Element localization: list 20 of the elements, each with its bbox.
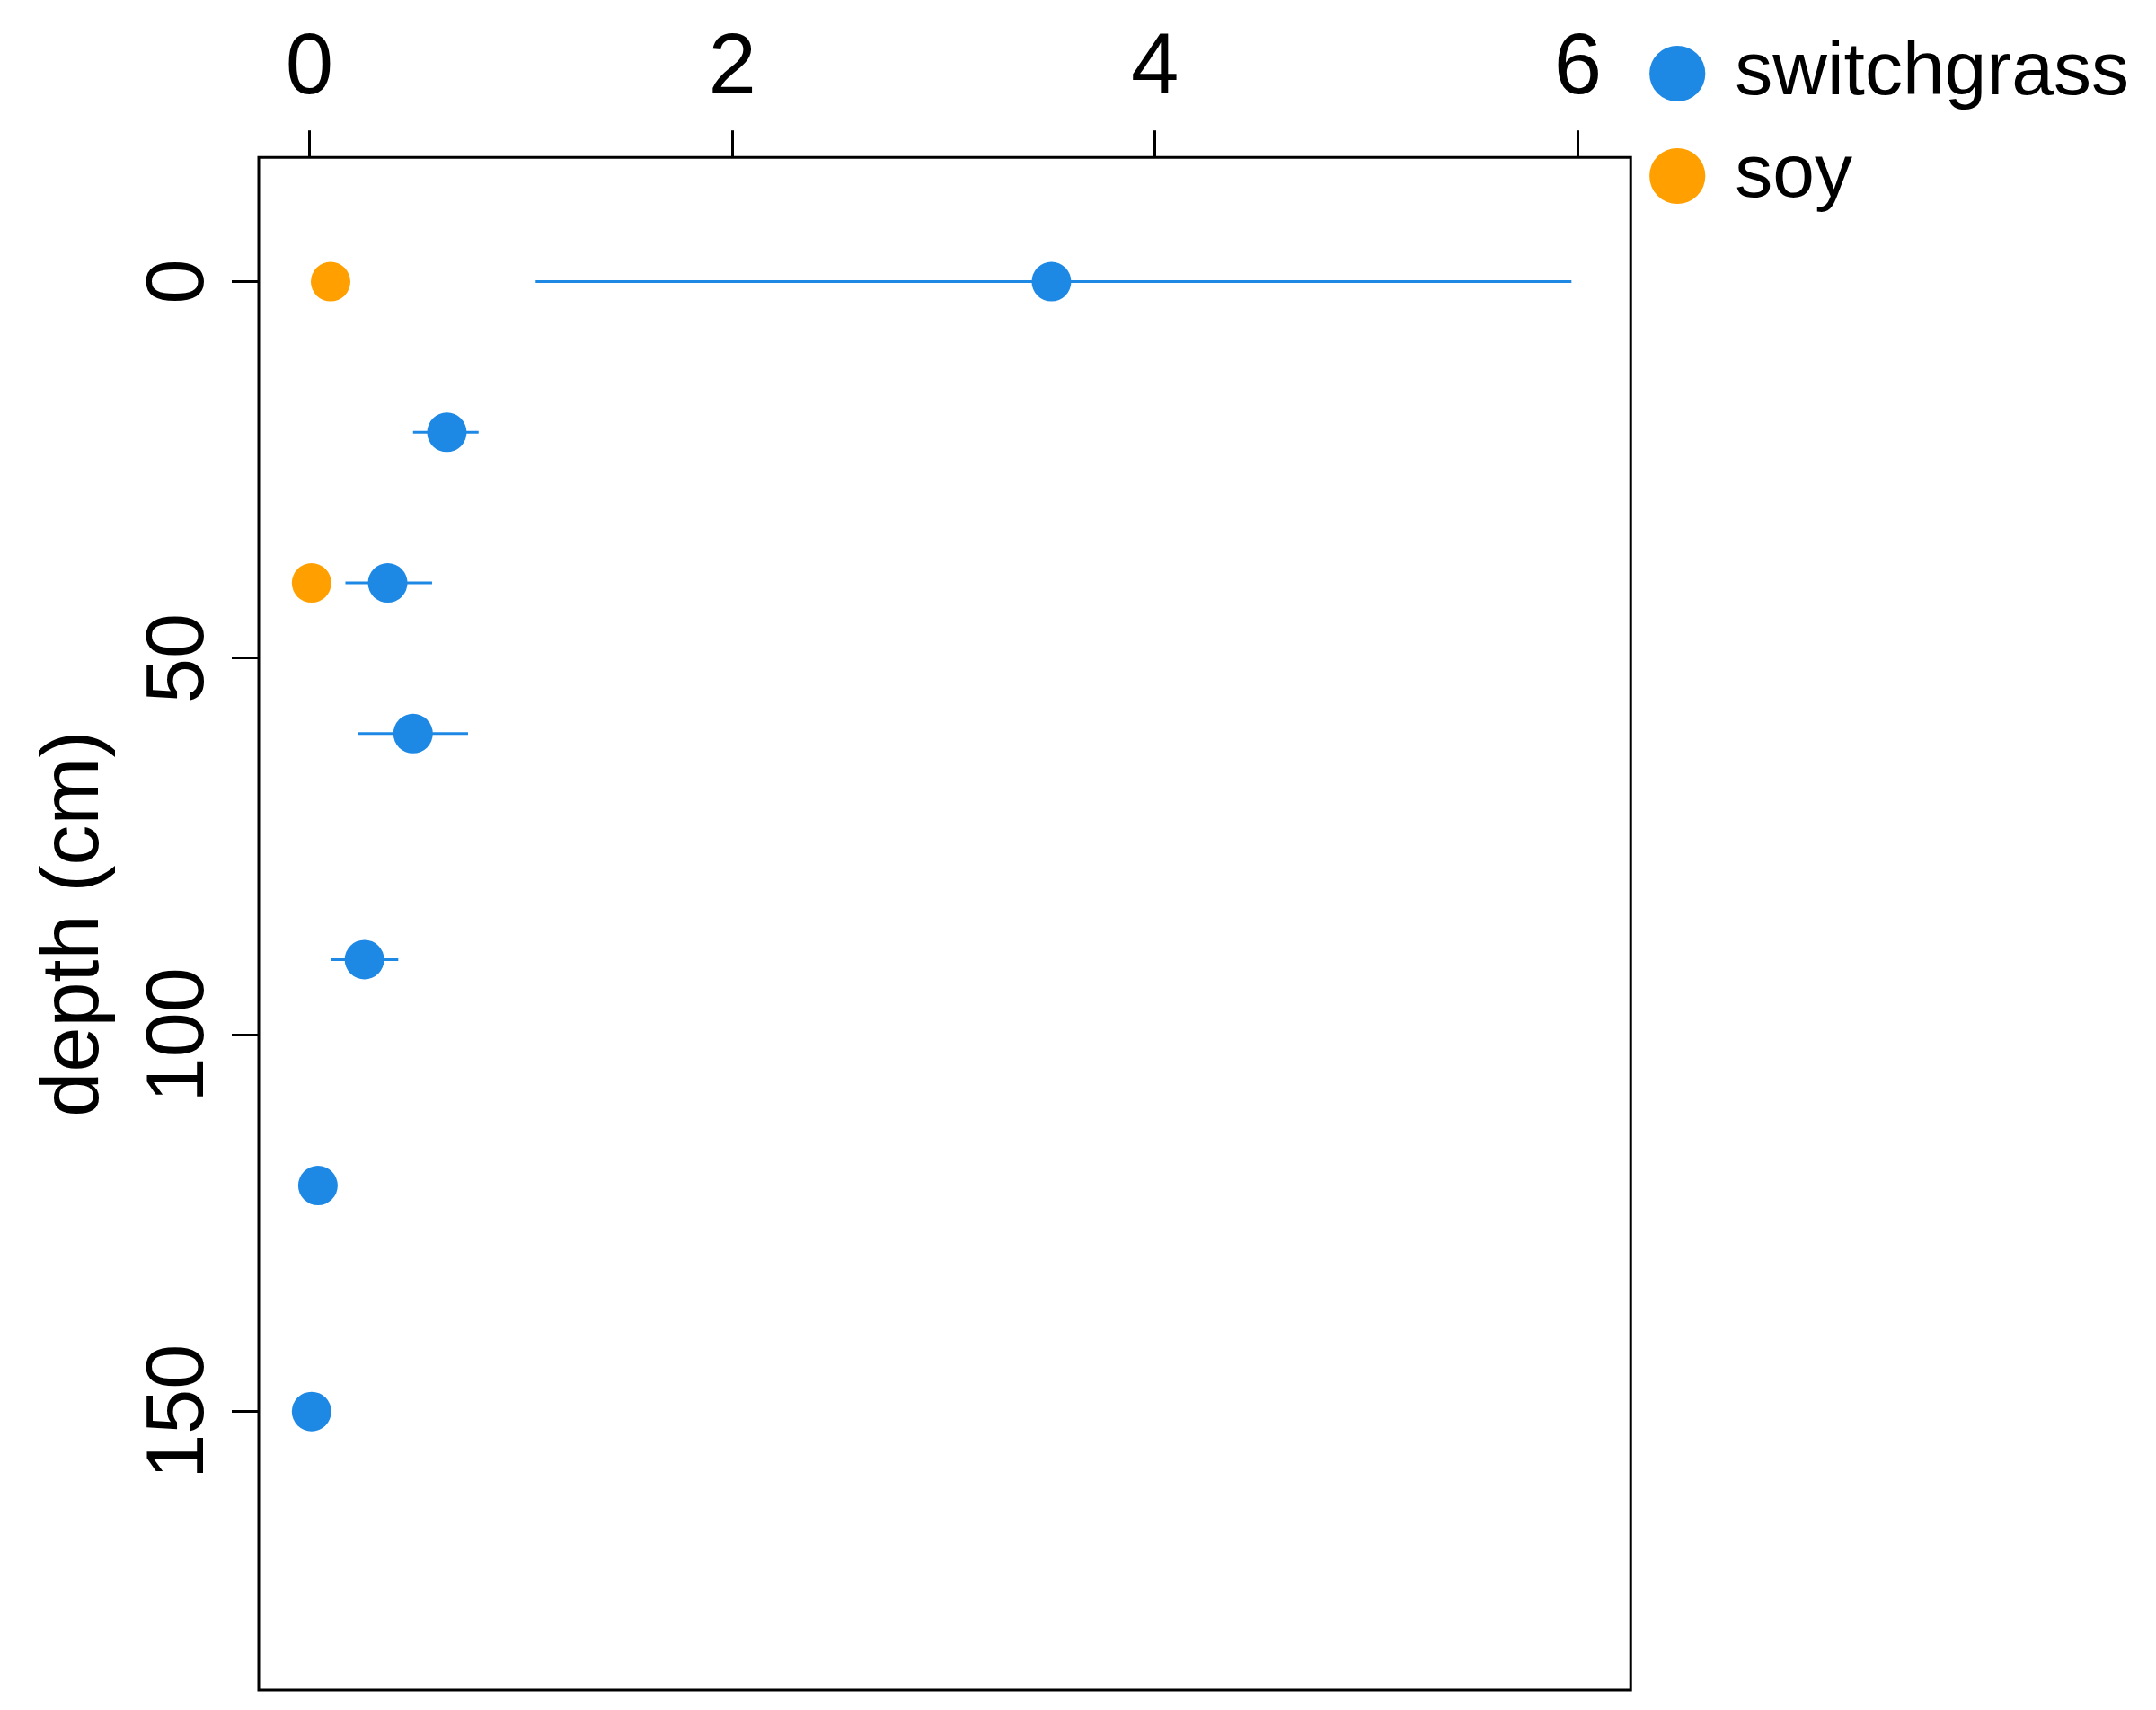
legend-label: switchgrass xyxy=(1735,26,2130,111)
y-tick-label: 150 xyxy=(129,1344,220,1479)
point xyxy=(311,261,351,302)
point xyxy=(393,713,433,754)
x-tick-label: 2 xyxy=(708,15,756,112)
y-axis-title: depth (cm) xyxy=(24,730,115,1117)
x-tick-label: 4 xyxy=(1131,15,1180,112)
y-tick-label: 50 xyxy=(129,613,220,704)
point xyxy=(427,412,467,453)
x-tick-label: 6 xyxy=(1553,15,1603,112)
legend-label: soy xyxy=(1735,128,1852,214)
point xyxy=(367,563,408,604)
point xyxy=(297,1166,338,1206)
x-tick-label: 0 xyxy=(285,15,334,112)
point xyxy=(1031,261,1072,302)
y-tick-label: 0 xyxy=(129,259,220,304)
point xyxy=(344,939,384,980)
y-tick-label: 100 xyxy=(129,967,220,1103)
point xyxy=(291,563,331,604)
point xyxy=(291,1391,331,1432)
